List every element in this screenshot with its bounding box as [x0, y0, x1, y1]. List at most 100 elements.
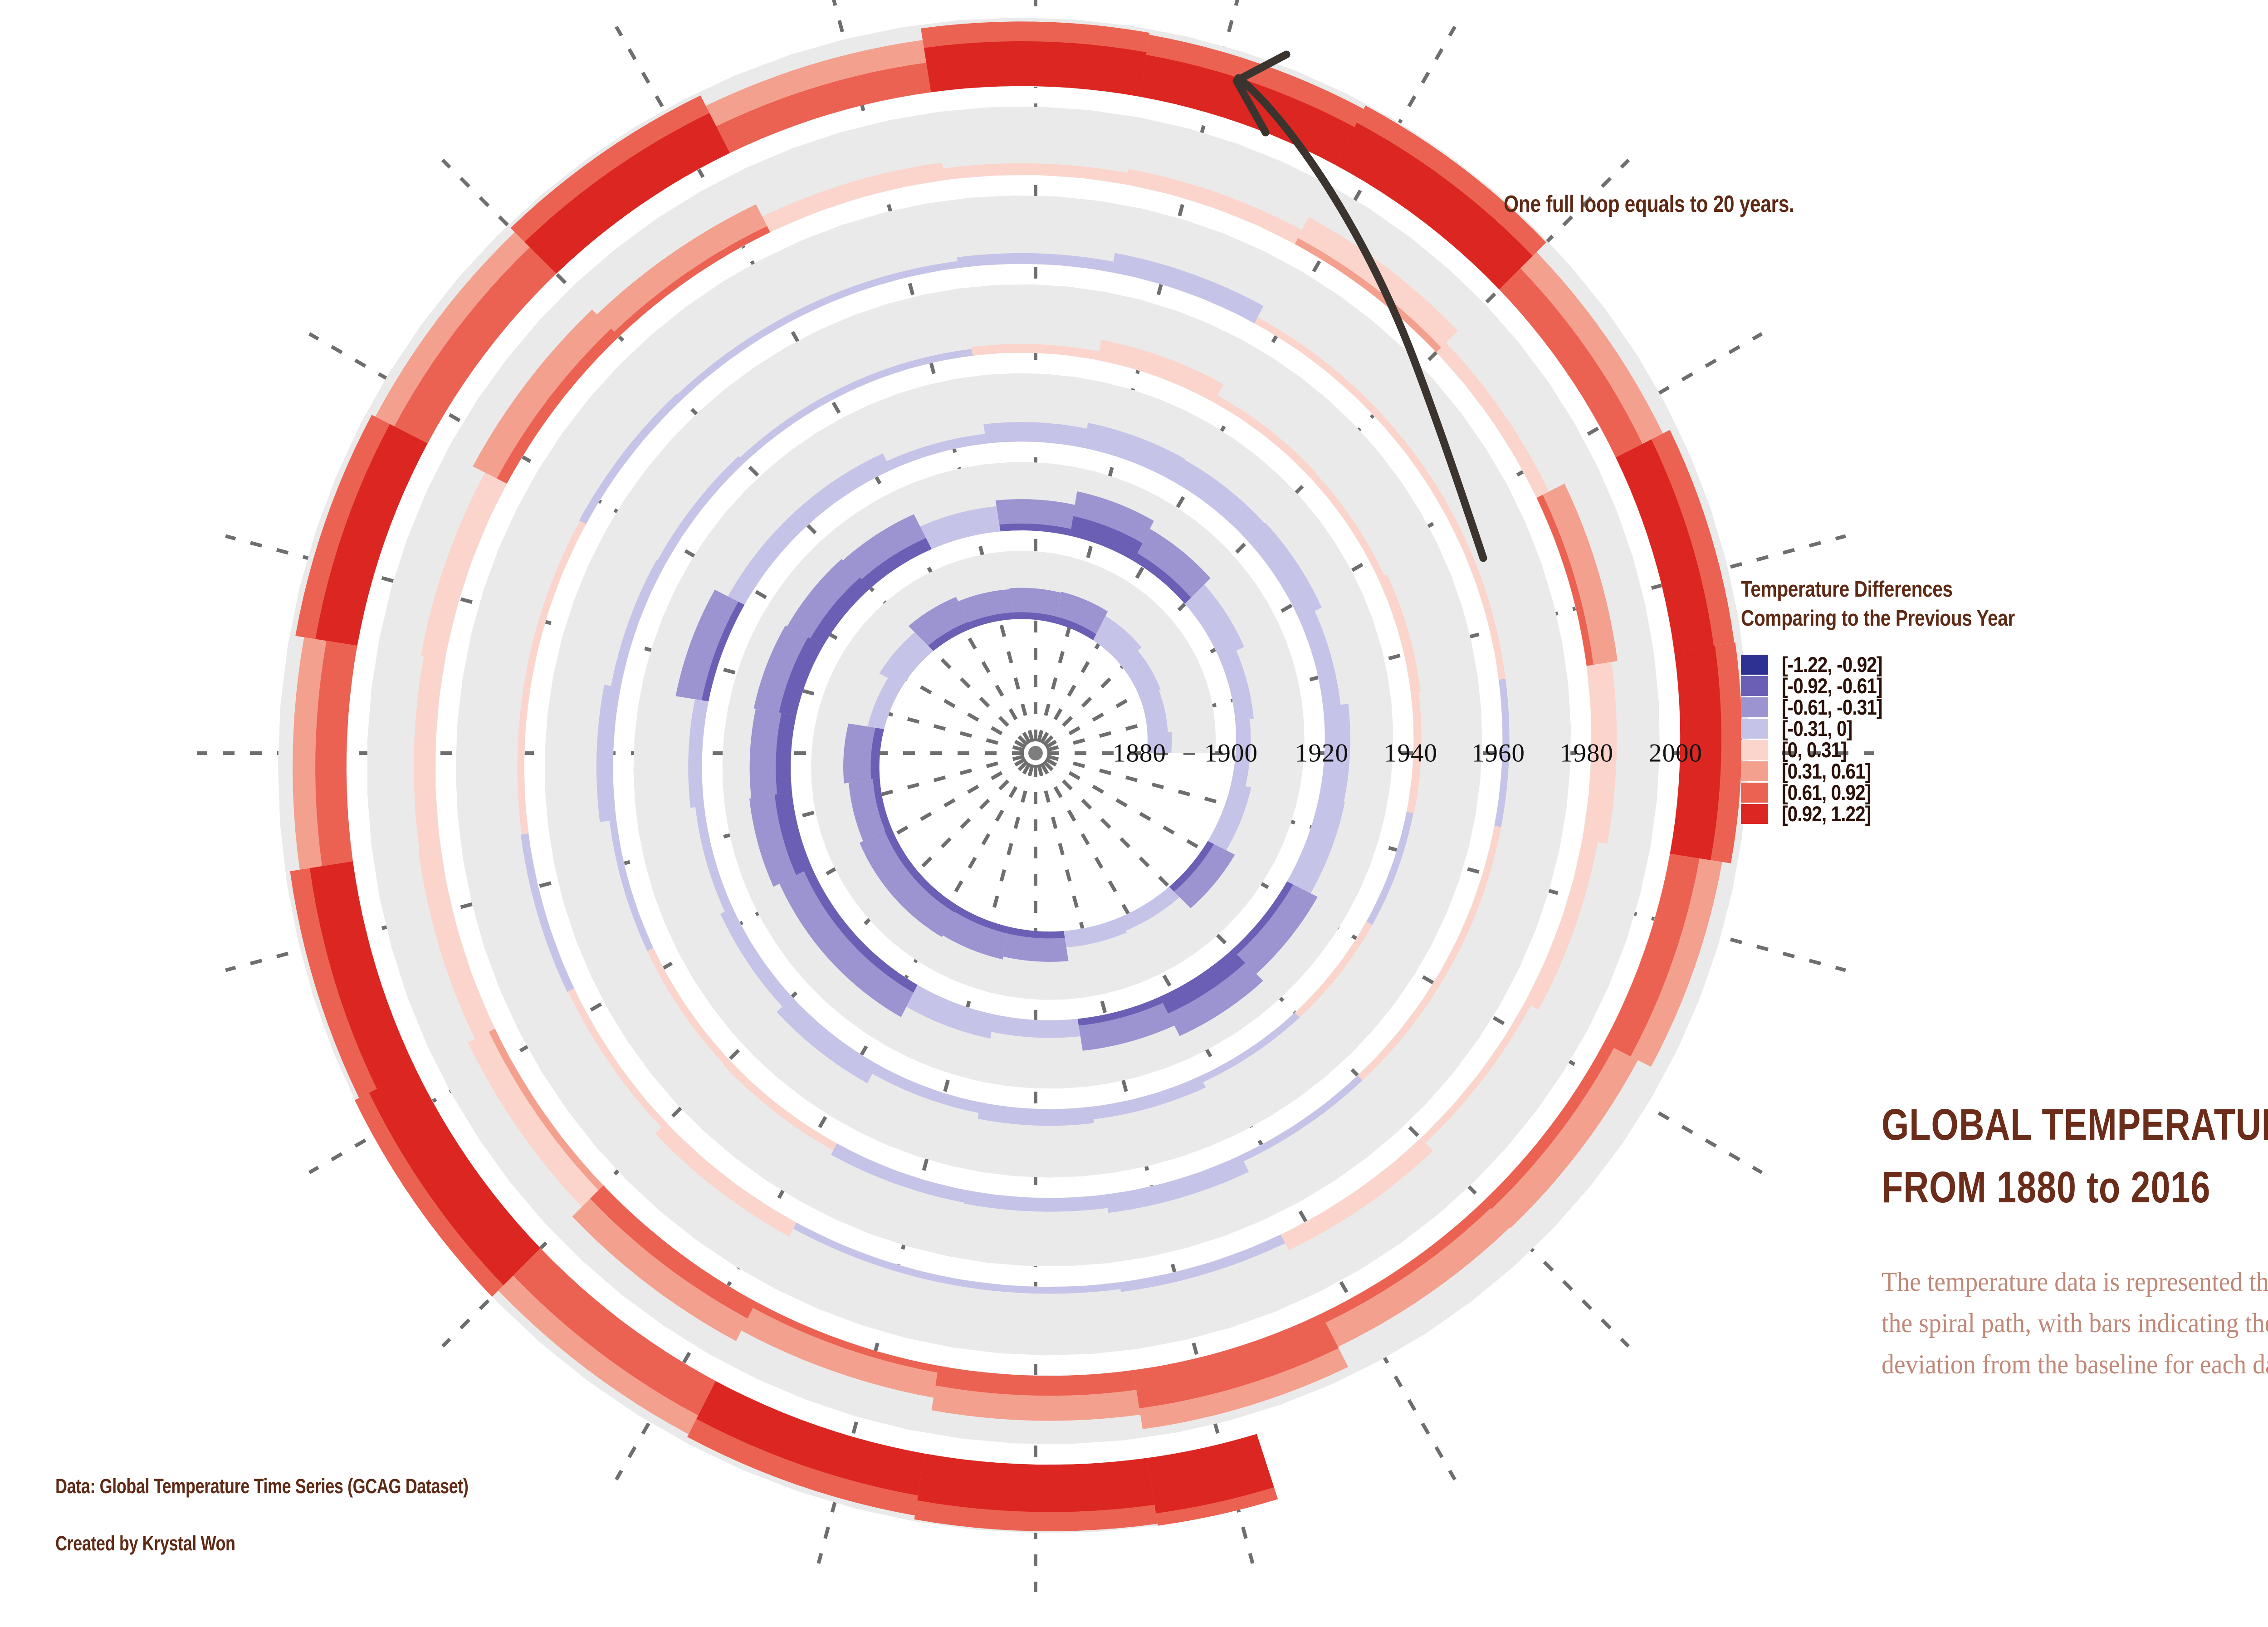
year-bar-overlay	[1133, 1313, 1339, 1408]
year-bar-overlay	[513, 1248, 716, 1416]
year-bar	[920, 506, 1001, 549]
year-bar-overlay	[1013, 612, 1057, 624]
year-bar-overlay	[861, 538, 932, 588]
year-bar	[740, 384, 851, 462]
year-bar	[1299, 611, 1341, 708]
year-bar	[829, 934, 918, 1017]
year-bar	[1406, 692, 1422, 814]
year-bar	[1119, 1234, 1286, 1292]
page-title-line2: FROM 1880 to 2016	[1882, 1162, 2211, 1212]
year-axis-label: 2000	[1649, 739, 1702, 768]
year-bar	[1483, 1043, 1638, 1228]
year-bar	[1247, 523, 1322, 619]
year-bar-overlay	[924, 41, 1147, 97]
year-bar	[964, 1190, 1108, 1212]
year-bar	[991, 1014, 1080, 1038]
year-bar-overlay	[1139, 54, 1355, 165]
year-bar	[971, 344, 1100, 360]
year-bar	[420, 472, 507, 660]
year-bar	[1254, 317, 1378, 416]
year-bar	[473, 309, 619, 484]
year-axis-label: 1920	[1295, 739, 1349, 768]
year-bar	[418, 847, 495, 1039]
year-bar-overlay	[702, 602, 745, 701]
year-bar	[943, 906, 1008, 960]
year-bar	[720, 907, 792, 1007]
year-bar	[879, 632, 934, 686]
year-bar-overlay	[524, 113, 730, 274]
year-bar-overlay	[1147, 1434, 1274, 1514]
legend-item-label: [0, 0.31]	[1782, 738, 1847, 762]
year-bar	[414, 656, 445, 851]
year-axis-label: 1880	[1113, 739, 1166, 768]
year-bar-overlay	[614, 226, 770, 337]
legend-item: [-0.61, -0.31]	[1741, 695, 2240, 720]
legend-item-label: [-0.61, -0.31]	[1782, 695, 1882, 720]
year-bar	[675, 589, 745, 701]
legend-entries: [-1.22, -0.92] [-0.92, -0.61] [-0.61, -0.3…	[1741, 652, 2240, 826]
year-bar	[1098, 340, 1224, 403]
year-bar-overlay	[1133, 553, 1191, 604]
year-bar	[1125, 169, 1302, 244]
year-bar-overlay	[1070, 516, 1143, 561]
year-bar	[807, 261, 959, 312]
year-bar-overlay	[999, 524, 1071, 536]
year-bar	[1077, 997, 1174, 1051]
year-bar	[655, 1122, 797, 1237]
year-bar	[787, 559, 871, 645]
legend-item: [0.92, 1.22]	[1741, 802, 2240, 826]
year-bar	[1147, 731, 1172, 753]
year-bar	[647, 948, 729, 1065]
spiral-horizon-chart: 1880 1900 1920 1940 1960 1980 2000	[197, 0, 1874, 1592]
title-block: GLOBAL TEMPERATURE CHANGE FROM 1880 to 2…	[1882, 1093, 2268, 1218]
year-bar	[1525, 839, 1598, 1010]
page-title-line1: GLOBAL TEMPERATURE CHANGE	[1882, 1100, 2268, 1149]
legend-title-line2: Comparing to the Previous Year	[1741, 606, 2015, 631]
year-bar-overlay	[1232, 881, 1293, 955]
year-bar-overlay	[935, 1366, 1137, 1396]
legend-color-swatch	[1741, 740, 1768, 760]
year-bar-overlay	[779, 637, 824, 715]
spiral-center-dot	[1028, 746, 1043, 760]
year-bar-overlay	[369, 1069, 541, 1285]
year-bar-overlay	[928, 622, 972, 651]
year-bar-overlay	[912, 871, 958, 912]
year-bar	[794, 453, 891, 525]
year-bar-overlay	[849, 934, 918, 993]
legend-item: [-1.22, -0.92]	[1741, 652, 2240, 676]
year-bar	[762, 162, 945, 232]
description-paragraph: The temperature data is represented thro…	[1882, 1267, 2268, 1380]
year-bar	[1122, 651, 1161, 700]
year-bar-overlay	[870, 728, 885, 779]
year-bar	[688, 699, 709, 808]
year-bar-overlay	[1077, 997, 1163, 1026]
grid-spoke	[816, 764, 1035, 1564]
year-bar	[1140, 690, 1168, 735]
year-bar	[1319, 703, 1350, 802]
year-bar	[521, 833, 574, 992]
year-bar	[1582, 662, 1617, 844]
year-bar	[867, 678, 903, 730]
year-bar	[1084, 422, 1186, 482]
legend-item-label: [0.61, 0.92]	[1782, 780, 1871, 805]
year-bar-overlay	[1670, 645, 1721, 860]
year-bar	[843, 514, 932, 588]
legend-title-line1: Temperature Differences	[1741, 577, 1953, 602]
year-bar	[983, 422, 1087, 448]
year-axis-label: 1900	[1204, 739, 1258, 768]
year-bar	[1494, 678, 1510, 827]
year-bar	[893, 871, 958, 937]
year-bar-overlay	[954, 906, 1008, 934]
year-bar-overlay	[590, 1185, 756, 1319]
footer: Data: Global Temperature Time Series (GC…	[55, 1475, 469, 1555]
year-bar	[657, 456, 745, 564]
legend-item: [0.61, 0.92]	[1741, 780, 2240, 805]
year-bar	[1207, 784, 1251, 851]
legend-color-swatch	[1741, 676, 1768, 696]
year-bar	[1366, 812, 1413, 925]
grid-spoke	[615, 762, 1031, 1481]
year-bar-overlay	[1483, 1043, 1614, 1209]
year-bar	[611, 560, 665, 688]
year-bar	[526, 521, 586, 674]
